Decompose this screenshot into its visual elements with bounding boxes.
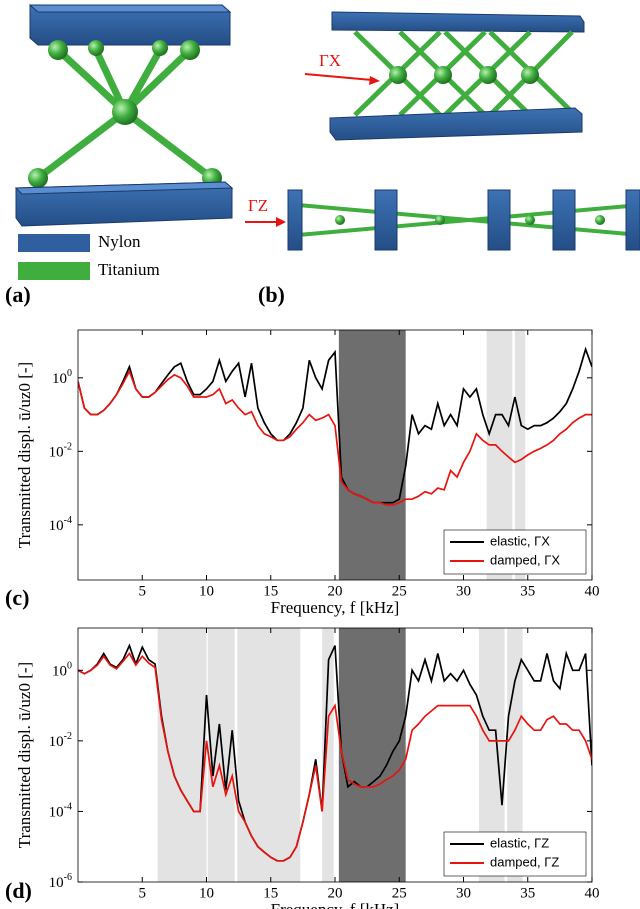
- panel-label: (a): [5, 282, 31, 307]
- x-tick-label: 30: [456, 885, 471, 901]
- x-tick-label: 5: [139, 885, 147, 901]
- x-tick-label: 10: [199, 583, 214, 599]
- band: [157, 628, 207, 882]
- direction-label: ΓZ: [248, 196, 268, 215]
- x-tick-label: 5: [139, 583, 147, 599]
- x-tick-label: 20: [328, 583, 343, 599]
- legend-box: [443, 831, 587, 877]
- x-tick-label: 25: [392, 583, 407, 599]
- x-tick-label: 35: [520, 885, 535, 901]
- x-tick-label: 40: [585, 583, 600, 599]
- legend-label: Titanium: [98, 260, 160, 279]
- x-tick-label: 10: [199, 885, 214, 901]
- legend-swatch: [18, 262, 90, 280]
- series-line: [78, 346, 592, 504]
- lattice-z-illustration: [287, 189, 640, 251]
- legend-label: damped, ΓX: [490, 552, 560, 567]
- band: [322, 628, 334, 882]
- y-tick-label: 10-2: [49, 731, 72, 750]
- band: [338, 330, 406, 580]
- y-tick-label: 100: [52, 368, 72, 387]
- arrows: [245, 73, 380, 227]
- series-line: [78, 651, 592, 862]
- y-tick-label: 10-2: [49, 442, 72, 461]
- y-tick-label: 10-4: [49, 515, 72, 534]
- x-tick-label: 25: [392, 885, 407, 901]
- legend-label: elastic, ΓX: [490, 533, 550, 548]
- lattice-x-illustration: [329, 11, 585, 141]
- x-tick-label: 15: [263, 885, 278, 901]
- band: [237, 628, 301, 882]
- x-tick-label: 20: [328, 885, 343, 901]
- legend-label: damped, ΓZ: [490, 854, 559, 869]
- x-tick-label: 30: [456, 583, 471, 599]
- panel-label: (d): [5, 878, 32, 903]
- legend-label: elastic, ΓZ: [490, 835, 549, 850]
- y-axis-label: Transmitted displ. ū/uz0 [-]: [15, 362, 34, 548]
- y-axis-label: Transmitted displ. ū/uz0 [-]: [15, 662, 34, 848]
- y-tick-label: 10-6: [49, 872, 72, 891]
- y-tick-label: 10-4: [49, 802, 72, 821]
- y-tick-label: 100: [52, 661, 72, 680]
- x-tick-label: 40: [585, 885, 600, 901]
- x-tick-label: 35: [520, 583, 535, 599]
- panel-label: (b): [258, 282, 285, 307]
- band: [507, 628, 523, 882]
- series-line: [78, 369, 592, 506]
- legend-box: [443, 529, 587, 575]
- unit-cell-illustration: [14, 4, 234, 227]
- legend-swatch: [18, 234, 90, 252]
- x-axis-label: Frequency, f [kHz]: [271, 598, 400, 617]
- direction-label: ΓX: [319, 51, 341, 70]
- x-axis-label: Frequency, f [kHz]: [271, 900, 400, 909]
- band: [514, 330, 526, 580]
- panel-label: (c): [5, 585, 29, 610]
- band: [338, 628, 406, 882]
- x-tick-label: 15: [263, 583, 278, 599]
- legend-label: Nylon: [98, 232, 141, 251]
